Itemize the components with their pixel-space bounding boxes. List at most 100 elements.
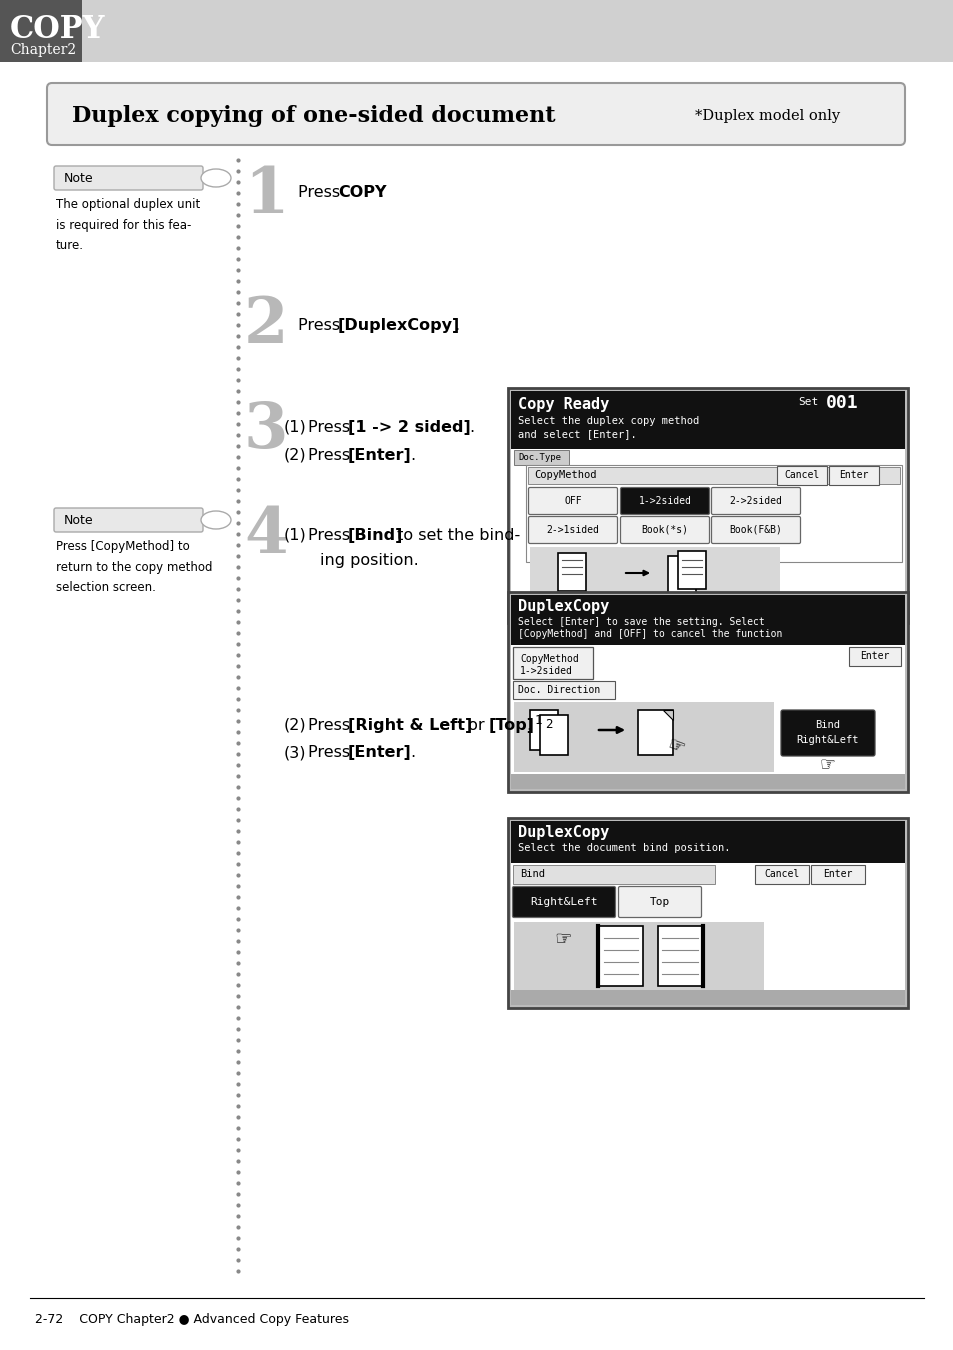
FancyBboxPatch shape — [514, 702, 773, 772]
FancyBboxPatch shape — [513, 680, 615, 699]
FancyBboxPatch shape — [507, 818, 907, 1008]
Text: 1->2sided: 1->2sided — [519, 666, 572, 676]
Text: ☞: ☞ — [819, 755, 835, 774]
FancyBboxPatch shape — [511, 605, 904, 620]
Text: (3): (3) — [284, 745, 306, 760]
FancyBboxPatch shape — [47, 82, 904, 144]
FancyBboxPatch shape — [0, 0, 82, 62]
Text: Press: Press — [297, 319, 345, 333]
Text: Right&Left: Right&Left — [796, 734, 859, 745]
FancyBboxPatch shape — [511, 595, 904, 645]
Text: ☞: ☞ — [664, 736, 687, 759]
Text: Enter: Enter — [860, 651, 889, 661]
FancyBboxPatch shape — [511, 990, 904, 1004]
Text: [CopyMethod] and [OFF] to cancel the function: [CopyMethod] and [OFF] to cancel the fun… — [517, 629, 781, 639]
FancyBboxPatch shape — [511, 821, 904, 863]
FancyBboxPatch shape — [711, 487, 800, 514]
FancyBboxPatch shape — [54, 166, 203, 190]
Text: *Duplex model only: *Duplex model only — [695, 109, 840, 123]
FancyBboxPatch shape — [54, 508, 203, 532]
Ellipse shape — [201, 512, 231, 529]
Text: Press: Press — [308, 528, 355, 543]
Text: 4: 4 — [244, 505, 288, 566]
Text: 2: 2 — [545, 718, 552, 732]
FancyBboxPatch shape — [619, 517, 709, 544]
FancyBboxPatch shape — [511, 450, 904, 617]
Text: (2): (2) — [284, 718, 306, 733]
FancyBboxPatch shape — [511, 645, 904, 787]
FancyBboxPatch shape — [619, 487, 709, 514]
Text: The optional duplex unit
is required for this fea-
ture.: The optional duplex unit is required for… — [56, 198, 200, 252]
Text: 2-72    COPY Chapter2 ● Advanced Copy Features: 2-72 COPY Chapter2 ● Advanced Copy Featu… — [35, 1314, 349, 1327]
FancyBboxPatch shape — [511, 863, 904, 1003]
Text: Note: Note — [64, 513, 93, 526]
FancyBboxPatch shape — [848, 647, 900, 666]
Text: Select the document bind position.: Select the document bind position. — [517, 842, 730, 853]
Text: Copy Ready: Copy Ready — [517, 397, 609, 412]
Text: 1->2sided: 1->2sided — [638, 495, 691, 506]
Text: Cancel: Cancel — [783, 470, 819, 481]
Text: 1: 1 — [534, 714, 541, 726]
Text: 2->1sided: 2->1sided — [546, 525, 598, 535]
FancyBboxPatch shape — [511, 392, 904, 450]
Text: Top: Top — [649, 896, 669, 907]
FancyBboxPatch shape — [513, 647, 593, 679]
Text: [Enter]: [Enter] — [348, 745, 412, 760]
FancyBboxPatch shape — [513, 865, 714, 884]
Text: Chapter2: Chapter2 — [10, 43, 76, 57]
Text: (1): (1) — [284, 528, 307, 543]
Text: [Enter]: [Enter] — [348, 448, 412, 463]
Text: Press: Press — [308, 448, 355, 463]
Text: 1: 1 — [244, 165, 288, 225]
Text: [1 -> 2 sided]: [1 -> 2 sided] — [348, 420, 470, 435]
FancyBboxPatch shape — [810, 865, 864, 884]
Text: OFF: OFF — [563, 495, 581, 506]
Text: ☞: ☞ — [554, 930, 571, 949]
FancyBboxPatch shape — [667, 556, 696, 594]
FancyBboxPatch shape — [558, 554, 585, 591]
Text: 2->2sided: 2->2sided — [729, 495, 781, 506]
FancyBboxPatch shape — [512, 887, 615, 918]
Text: CopyMethod: CopyMethod — [519, 653, 578, 664]
Text: Book(*s): Book(*s) — [640, 525, 688, 535]
Text: 001: 001 — [825, 394, 858, 412]
Text: Select [Enter] to save the setting. Select: Select [Enter] to save the setting. Sele… — [517, 617, 764, 626]
Text: or: or — [462, 718, 489, 733]
Text: Press [CopyMethod] to
return to the copy method
selection screen.: Press [CopyMethod] to return to the copy… — [56, 540, 213, 594]
Text: .: . — [454, 319, 458, 333]
FancyBboxPatch shape — [530, 710, 558, 751]
Text: Select the duplex copy method: Select the duplex copy method — [517, 416, 699, 427]
Text: Doc. Direction: Doc. Direction — [517, 684, 599, 695]
Ellipse shape — [201, 169, 231, 188]
FancyBboxPatch shape — [514, 922, 763, 994]
Text: .: . — [469, 420, 474, 435]
Text: (1): (1) — [284, 420, 307, 435]
FancyBboxPatch shape — [528, 517, 617, 544]
Text: Bind: Bind — [519, 869, 544, 879]
Text: to set the bind-: to set the bind- — [392, 528, 519, 543]
Text: Press: Press — [297, 185, 345, 200]
Text: .: . — [410, 448, 415, 463]
Text: Set: Set — [797, 397, 818, 406]
FancyBboxPatch shape — [507, 387, 907, 622]
FancyBboxPatch shape — [618, 887, 700, 918]
Text: CopyMethod: CopyMethod — [534, 470, 596, 481]
FancyBboxPatch shape — [528, 487, 617, 514]
Text: .: . — [410, 745, 415, 760]
FancyBboxPatch shape — [525, 464, 901, 562]
FancyBboxPatch shape — [539, 716, 567, 755]
FancyBboxPatch shape — [754, 865, 808, 884]
Text: .: . — [525, 718, 531, 733]
Text: DuplexCopy: DuplexCopy — [517, 599, 609, 614]
Text: DuplexCopy: DuplexCopy — [517, 825, 609, 840]
FancyBboxPatch shape — [678, 551, 705, 589]
Text: Press: Press — [308, 420, 355, 435]
Text: 3: 3 — [244, 400, 288, 460]
FancyBboxPatch shape — [828, 466, 878, 485]
FancyBboxPatch shape — [527, 467, 899, 485]
Text: Book(F&B): Book(F&B) — [729, 525, 781, 535]
FancyBboxPatch shape — [781, 710, 874, 756]
Text: COPY: COPY — [337, 185, 386, 200]
Text: Note: Note — [64, 171, 93, 185]
Text: Doc.Type: Doc.Type — [517, 452, 560, 462]
